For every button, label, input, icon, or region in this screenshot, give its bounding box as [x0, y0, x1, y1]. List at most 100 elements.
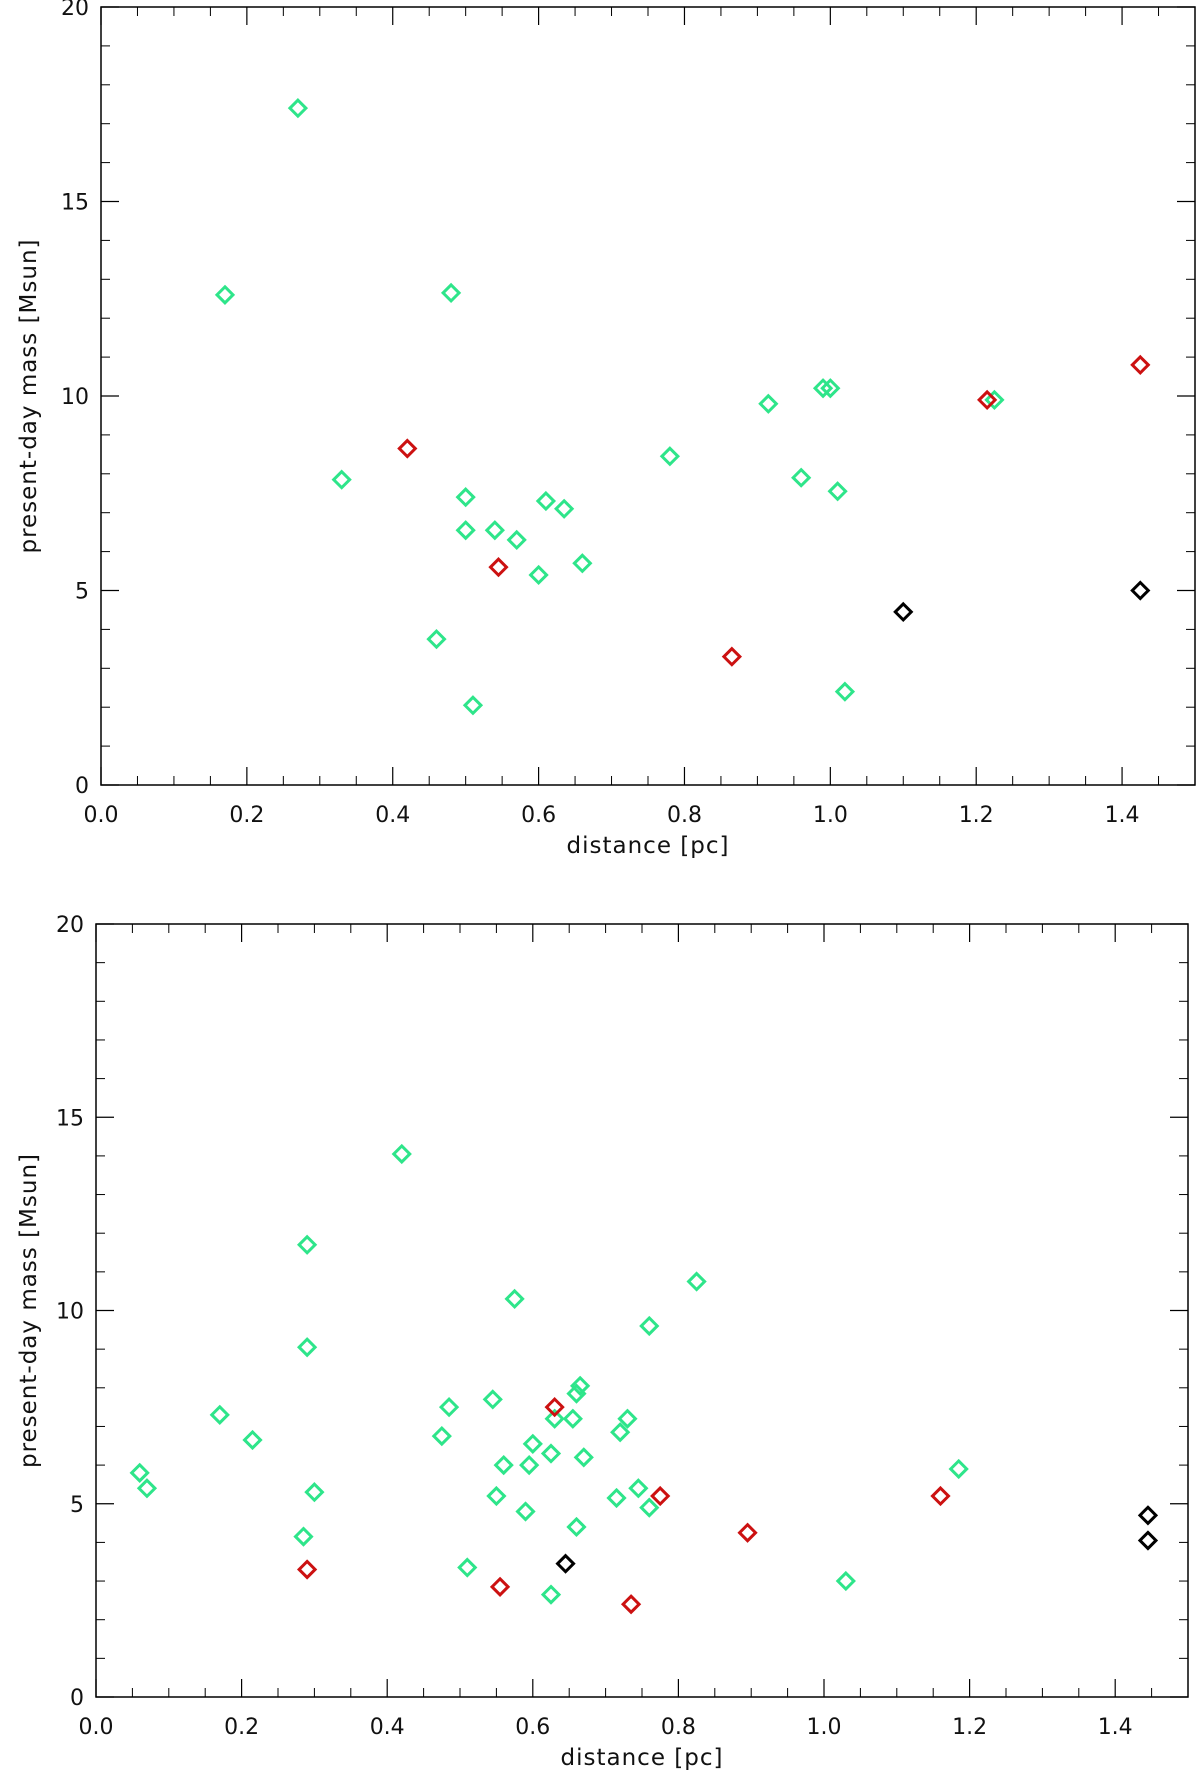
data-point: [391, 1143, 412, 1165]
data-point: [566, 1516, 587, 1538]
data-point: [620, 1594, 642, 1615]
data-point: [426, 629, 447, 650]
data-point: [569, 1375, 591, 1396]
x-axis-label: distance [pc]: [561, 1745, 724, 1771]
data-point: [209, 1404, 230, 1425]
data-point: [493, 1454, 514, 1476]
data-point: [484, 520, 505, 541]
data-point: [1137, 1505, 1159, 1526]
data-point: [930, 1485, 951, 1507]
x-tick-label: 0.4: [370, 1715, 405, 1740]
y-tick-label: 5: [75, 580, 89, 605]
data-point: [519, 1454, 540, 1476]
data-point: [572, 553, 593, 574]
data-point: [1130, 354, 1151, 376]
y-tick-label: 0: [70, 1686, 84, 1711]
x-tick-label: 0.6: [515, 1715, 550, 1740]
data-point: [129, 1462, 150, 1483]
y-tick-label: 5: [70, 1493, 84, 1518]
x-tick-label: 0.8: [661, 1715, 696, 1740]
data-point: [504, 1288, 525, 1310]
data-point: [489, 1576, 511, 1597]
x-tick-label: 0.2: [229, 803, 264, 828]
data-point: [617, 1408, 638, 1429]
data-point: [544, 1397, 565, 1418]
data-point: [214, 284, 236, 305]
top-scatter-plot: 0.0 0.2 0.4 0.6 0.8 1.0 1.2 1.4 0 5 10 15 20 distance…: [16, 0, 1196, 859]
data-point: [293, 1526, 314, 1547]
data-point: [758, 393, 779, 414]
y-tick-label: 20: [56, 913, 84, 938]
x-tick-label: 0.0: [84, 803, 119, 828]
data-point: [522, 1433, 543, 1454]
data-point: [544, 1408, 565, 1429]
data-point: [331, 469, 352, 490]
data-point: [820, 378, 841, 399]
data-point: [515, 1501, 536, 1522]
x-tick-label: 0.0: [79, 1715, 114, 1740]
data-point: [304, 1482, 325, 1503]
data-point: [610, 1422, 631, 1443]
x-tick-label: 1.0: [813, 803, 848, 828]
data-point: [835, 1570, 856, 1592]
bottom-scatter-plot: 0.0 0.2 0.4 0.6 0.8 1.0 1.2 1.4 0 5 10 15 20 distance…: [16, 913, 1189, 1771]
y-tick-label: 10: [56, 1300, 84, 1325]
data-point: [136, 1478, 158, 1499]
data-point: [554, 498, 575, 519]
data-point: [737, 1522, 758, 1543]
data-point: [639, 1497, 660, 1518]
data-point: [540, 1443, 562, 1464]
y-tick-label: 20: [61, 0, 89, 21]
data-point: [834, 681, 856, 702]
x-tick-label: 0.4: [375, 803, 410, 828]
x-tick-label: 0.6: [521, 803, 556, 828]
data-point: [562, 1408, 583, 1429]
data-point: [1137, 1530, 1159, 1551]
x-tick-label: 1.4: [1105, 803, 1140, 828]
data-point: [455, 520, 476, 541]
data-point: [535, 490, 557, 512]
x-tick-label: 0.2: [224, 1715, 259, 1740]
data-point: [650, 1485, 671, 1507]
data-point: [639, 1315, 660, 1337]
data-point: [462, 695, 484, 716]
y-tick-label: 0: [75, 774, 89, 799]
data-point: [528, 564, 549, 586]
y-axis-label: present-day mass [Msun]: [16, 1153, 42, 1468]
data-point: [455, 487, 476, 508]
data-point: [287, 98, 309, 119]
y-tick-label: 10: [61, 385, 89, 410]
data-point: [827, 481, 848, 502]
data-point: [1130, 580, 1151, 601]
data-point: [791, 467, 812, 488]
data-point: [686, 1271, 707, 1292]
data-point: [296, 1337, 318, 1358]
data-point: [984, 389, 1005, 411]
data-point: [488, 557, 509, 578]
data-point: [482, 1389, 503, 1410]
data-point: [977, 389, 998, 411]
data-point: [486, 1485, 507, 1507]
data-point: [573, 1447, 594, 1468]
x-tick-label: 1.4: [1098, 1715, 1133, 1740]
x-tick-label: 1.2: [952, 1715, 987, 1740]
plot-frame: [100, 6, 1196, 786]
x-tick-label: 0.8: [667, 803, 702, 828]
data-point: [242, 1429, 263, 1451]
x-tick-label: 1.2: [959, 803, 994, 828]
data-point: [555, 1553, 576, 1574]
data-point: [948, 1458, 969, 1480]
data-point: [812, 378, 834, 399]
data-point: [540, 1584, 562, 1605]
data-point: [628, 1478, 649, 1499]
data-point: [506, 529, 527, 551]
y-tick-label: 15: [56, 1106, 84, 1131]
data-point: [440, 282, 462, 304]
data-point: [431, 1425, 452, 1447]
x-axis-label: distance [pc]: [567, 833, 730, 859]
x-tick-label: 1.0: [807, 1715, 842, 1740]
data-point: [457, 1557, 478, 1578]
data-point: [296, 1559, 318, 1580]
data-point: [606, 1487, 627, 1509]
